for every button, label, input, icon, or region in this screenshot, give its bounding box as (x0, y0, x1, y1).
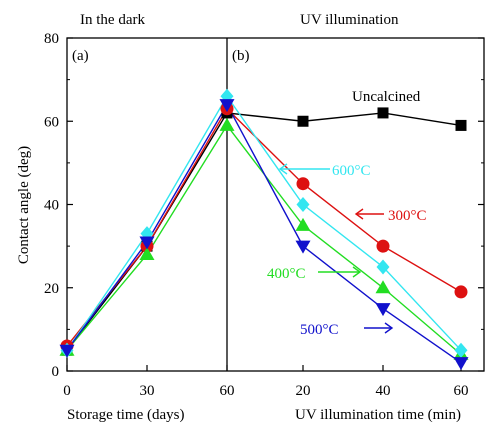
label-400c: 400°C (267, 266, 306, 282)
series-line-uv-400c (226, 124, 462, 355)
y-tick-label: 80 (44, 31, 59, 47)
y-tick-label: 40 (44, 198, 59, 214)
marker-uv-500c (375, 303, 391, 317)
section-title-uv: UV illumination (300, 12, 399, 28)
label-300c: 300°C (388, 208, 427, 224)
y-axis-title: Contact angle (deg) (16, 146, 32, 264)
marker-uv-600c (376, 259, 390, 275)
marker-uv-600c (454, 342, 468, 358)
marker-uv-uncalcined (377, 107, 389, 119)
data-markers (59, 88, 469, 371)
marker-uv-600c (296, 197, 310, 212)
marker-uv-uncalcined (297, 115, 309, 127)
annotation-arrows (278, 163, 394, 334)
marker-uv-300c (296, 177, 310, 191)
marker-dark-500c (59, 344, 75, 358)
section-title-dark: In the dark (80, 12, 145, 28)
marker-uv-300c (454, 285, 468, 299)
x-tick-label: 0 (63, 383, 71, 399)
label-uncalcined: Uncalcined (352, 89, 421, 105)
series-line-uv-600c (226, 95, 462, 351)
x-tick-label: 20 (296, 383, 311, 399)
x-tick-label: 60 (220, 383, 235, 399)
arrow-400c-head (352, 266, 362, 278)
marker-dark-400c (139, 246, 155, 260)
marker-dark-500c (219, 99, 235, 113)
marker-uv-uncalcined (455, 119, 467, 131)
x-tick-label: 40 (376, 383, 391, 399)
label-600c: 600°C (332, 163, 371, 179)
y-tick-label: 20 (44, 281, 59, 297)
y-tick-label: 60 (44, 114, 59, 130)
x-tick-label: 30 (140, 383, 155, 399)
marker-uv-500c (453, 357, 469, 371)
series-line-dark-600c (66, 95, 228, 351)
marker-dark-400c (219, 117, 235, 131)
x-axis-title-uv: UV illumination time (min) (295, 407, 461, 423)
arrow-600c-head (278, 163, 288, 175)
marker-uv-400c (375, 280, 391, 294)
marker-uv-300c (376, 239, 390, 253)
panel-label-a: (a) (72, 48, 89, 64)
x-tick-label: 60 (454, 383, 469, 399)
series-line-uv-uncalcined (226, 112, 462, 127)
arrow-500c-head (384, 322, 394, 334)
x-axis-title-storage: Storage time (days) (67, 407, 184, 423)
y-tick-label: 0 (52, 364, 60, 380)
marker-uv-400c (295, 217, 311, 231)
marker-uv-500c (295, 240, 311, 254)
series-line-uv-500c (226, 104, 462, 364)
series-lines (66, 95, 462, 364)
series-line-uv-300c (226, 108, 462, 293)
axis-ticks: 0 20 40 60 80 0 30 60 20 40 60 (44, 31, 484, 399)
marker-dark-500c (139, 236, 155, 250)
label-500c: 500°C (300, 322, 339, 338)
arrow-300c-head (354, 208, 364, 220)
panel-label-b: (b) (232, 48, 250, 64)
